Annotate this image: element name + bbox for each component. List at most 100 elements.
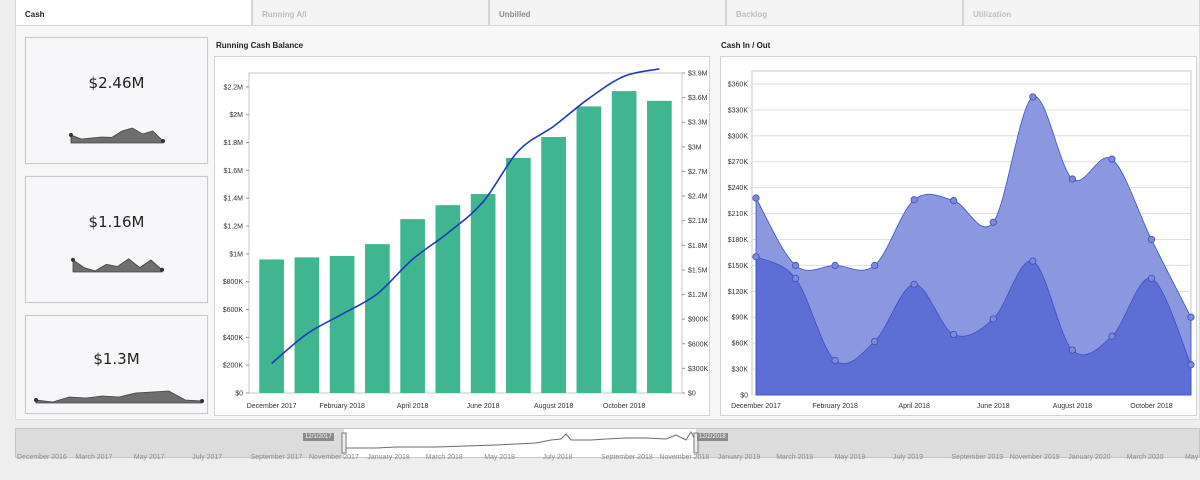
data-point [989,315,997,323]
data-point [910,196,918,204]
y-right-tick-label: $1.2M [688,292,708,299]
navigator-date-label: November 2018 [659,454,710,461]
navigator-date-label: May 2018 [484,454,515,461]
y-left-tick-label: $1.8M [224,140,244,147]
y-tick-label: $30K [732,367,749,374]
data-point [791,274,800,282]
kpi-value: $1.16M [88,213,145,231]
bar [506,157,531,393]
navigator-date-label: September 2018 [601,454,653,461]
data-point [950,330,958,339]
bar [329,255,355,393]
bar [611,91,637,393]
data-point [752,194,760,202]
navigator-date-label: May 2019 [834,454,866,461]
tab-cash[interactable]: Cash [15,0,252,26]
kpi-card-cash-in[interactable]: $1.16M [25,176,208,303]
data-point [910,280,918,289]
bar [435,205,461,393]
y-left-tick-label: $2M [229,112,243,119]
navigator-date-label: November 2019 [1009,454,1060,461]
data-point [871,261,879,269]
sparkline-area [70,127,164,144]
navigator-date-label: September 2017 [250,454,303,461]
navigator-date-label: March 2019 [776,454,814,461]
navigator-right-handle[interactable] [693,432,699,454]
y-left-tick-label: $0 [235,391,243,398]
cash-inout-title: Cash In / Out [721,41,771,50]
navigator-left-handle[interactable] [341,432,347,454]
tab-utilization[interactable]: Utilization [963,0,1200,26]
data-point [1068,175,1076,183]
x-tick-label: June 2018 [977,403,1010,410]
navigator-date-label: September 2019 [951,454,1004,461]
navigator-date-label: March 2017 [75,454,113,461]
y-left-tick-label: $1.6M [224,168,244,175]
data-point [1108,155,1116,163]
x-tick-label: April 2018 [397,403,429,410]
bar [576,106,602,394]
navigator-date-label: January 2020 [1068,454,1111,461]
y-right-tick-label: $2.7M [688,169,708,176]
navigator-date-label: March 2018 [425,454,463,461]
navigator-date-label: December 2016 [17,454,67,461]
navigator-selected-range[interactable] [344,429,696,457]
x-tick-label: October 2018 [603,403,646,410]
y-left-tick-label: $400K [223,335,244,342]
tab-backlog[interactable]: Backlog [726,0,963,26]
navigator-date-label: May 2020 [1185,454,1200,461]
tab-unbilled[interactable]: Unbilled [489,0,726,26]
tab-running-ai[interactable]: Running A/I [252,0,489,26]
y-right-tick-label: $3.9M [688,71,708,78]
navigator-date-label: July 2017 [192,454,223,461]
x-tick-label: August 2018 [1053,403,1092,410]
navigator-date-label: January 2019 [717,454,761,461]
y-left-tick-label: $200K [223,363,244,370]
navigator-date-label: January 2018 [367,454,410,461]
y-right-tick-label: $3M [688,144,702,151]
y-right-tick-label: $0 [688,391,696,398]
y-right-tick-label: $3.6M [688,95,708,102]
bar [470,194,496,393]
navigator-date-label: November 2017 [309,454,359,461]
y-tick-label: $150K [728,263,749,270]
data-point [1068,346,1076,354]
tab-bar: Cash Running A/I Unbilled Backlog Utiliz… [15,0,1200,26]
x-tick-label: December 2017 [247,403,297,410]
bar [400,219,425,393]
y-right-tick-label: $2.1M [688,218,708,225]
data-point [989,218,997,226]
running-balance-line [271,68,660,365]
running-cash-svg: $0 $200K $400K $600K $800K $1M $1.2M $1.4M $1.6M… [223,68,709,410]
timeline-navigator[interactable] [15,428,1200,458]
navigator-end-label: 12/2/2018 [697,433,728,441]
bar [259,259,284,393]
cash-inout-chart[interactable]: $0 $30K $60K $90K $120K $150K $180K $210K $240K $… [720,56,1197,416]
sparkline-start-dot [34,398,38,402]
bar [365,244,390,393]
data-point [1108,332,1116,340]
y-right-tick-label: $300K [688,366,709,373]
data-point [871,337,879,346]
running-cash-chart[interactable]: $0 $200K $400K $600K $800K $1M $1.2M $1.4M $1.6M… [214,56,710,416]
kpi-value: $1.3M [93,350,140,368]
x-tick-label: June 2018 [467,403,500,410]
kpi-sparkline [34,390,204,404]
data-point [1187,361,1195,369]
navigator-date-label: July 2019 [893,454,923,461]
navigator-svg [341,429,699,457]
navigator-trend-line [344,431,697,449]
data-point [791,261,800,269]
kpi-card-cash-out[interactable]: $1.3M [25,315,208,414]
kpi-card-cash-balance[interactable]: $2.46M [25,37,208,164]
data-point [1029,257,1037,265]
y-right-tick-label: $3.3M [688,120,708,127]
y-right-tick-label: $2.4M [688,194,708,201]
y-tick-label: $60K [732,341,749,348]
x-tick-label: August 2018 [534,403,573,410]
data-point [752,253,760,261]
y-tick-label: $360K [728,81,749,88]
y-right-tick-label: $600K [688,341,709,348]
navigator-date-label: July 2018 [542,454,573,461]
y-tick-label: $240K [728,185,749,192]
